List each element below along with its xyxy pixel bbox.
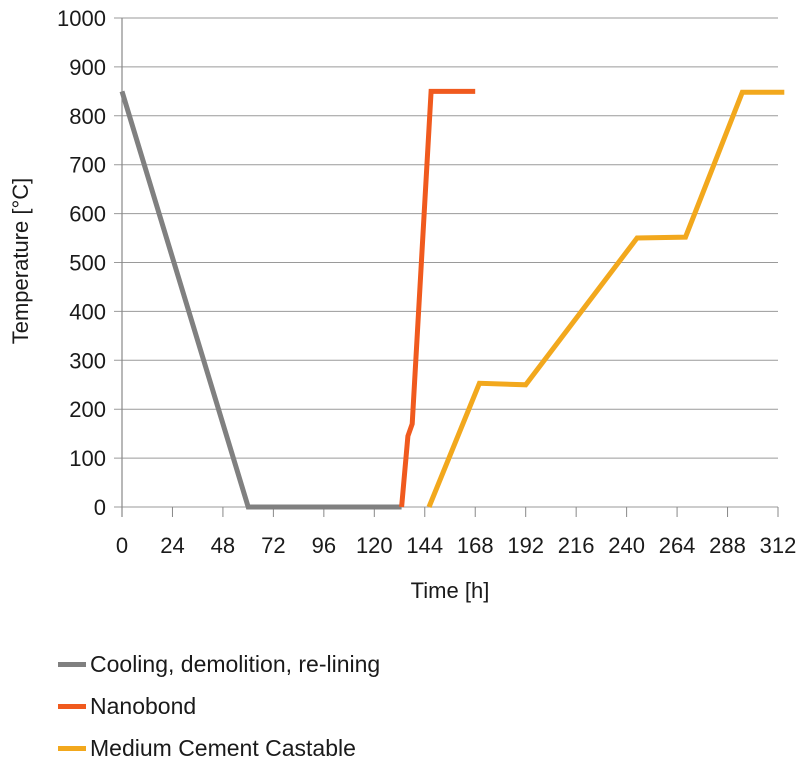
y-tick-label-1000: 1000 — [57, 6, 106, 31]
x-tick-label-120: 120 — [356, 533, 393, 558]
legend-swatch-cooling — [58, 661, 86, 667]
legend: Cooling, demolition, re-lining Nanobond … — [58, 643, 380, 769]
x-tick-label-144: 144 — [406, 533, 443, 558]
legend-swatch-castable — [58, 745, 86, 751]
x-tick-label-24: 24 — [160, 533, 184, 558]
x-tick-label-240: 240 — [608, 533, 645, 558]
legend-label-nanobond: Nanobond — [90, 692, 197, 719]
legend-label-cooling: Cooling, demolition, re-lining — [90, 650, 381, 677]
gridlines — [114, 17, 778, 508]
x-tick-label-96: 96 — [312, 533, 336, 558]
y-tick-label-600: 600 — [69, 202, 106, 227]
series-line-castable — [426, 89, 785, 508]
x-tick-label-48: 48 — [211, 533, 235, 558]
series-line-cooling — [119, 90, 402, 510]
y-tick-label-100: 100 — [69, 446, 106, 471]
line-chart: 0 100 200 300 400 500 600 700 800 900 1000 0 24 48 72… — [8, 6, 796, 603]
y-axis-title: Temperature [°C] — [8, 178, 33, 345]
legend-item-cooling: Cooling, demolition, re-lining — [58, 643, 380, 685]
y-tick-label-800: 800 — [69, 104, 106, 129]
x-tick-label-288: 288 — [709, 533, 746, 558]
x-axis-ticks: 0 24 48 72 96 120 144 168 192 216 240 264 288 312 — [116, 507, 796, 558]
y-tick-label-500: 500 — [69, 251, 106, 276]
x-tick-label-0: 0 — [116, 533, 128, 558]
series-lines — [119, 88, 785, 510]
series-line-nanobond — [399, 88, 476, 508]
y-tick-label-0: 0 — [94, 495, 106, 520]
legend-item-castable: Medium Cement Castable — [58, 727, 380, 769]
x-tick-label-168: 168 — [457, 533, 494, 558]
y-tick-label-900: 900 — [69, 55, 106, 80]
y-tick-label-300: 300 — [69, 348, 106, 373]
x-tick-label-192: 192 — [507, 533, 544, 558]
y-tick-label-400: 400 — [69, 299, 106, 324]
x-tick-label-72: 72 — [261, 533, 285, 558]
y-axis-ticks: 0 100 200 300 400 500 600 700 800 900 1000 — [57, 6, 106, 520]
y-tick-label-200: 200 — [69, 397, 106, 422]
legend-swatch-nanobond — [58, 703, 86, 709]
y-tick-label-700: 700 — [69, 153, 106, 178]
x-axis-title: Time [h] — [411, 578, 490, 603]
x-tick-label-312: 312 — [760, 533, 797, 558]
x-tick-label-264: 264 — [659, 533, 696, 558]
legend-item-nanobond: Nanobond — [58, 685, 380, 727]
x-tick-label-216: 216 — [558, 533, 595, 558]
legend-label-castable: Medium Cement Castable — [90, 734, 356, 761]
